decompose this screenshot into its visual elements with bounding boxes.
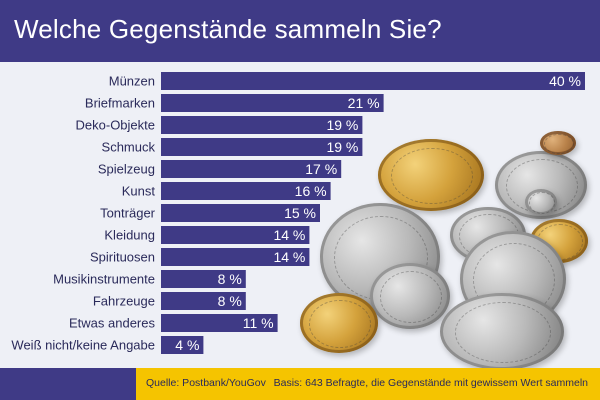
bar-schmuck bbox=[161, 138, 363, 156]
value-label-munzen: 40 % bbox=[549, 73, 581, 89]
category-label-spirituosen: Spirituosen bbox=[90, 250, 155, 265]
category-label-etwas-anderes: Etwas anderes bbox=[69, 316, 155, 331]
gold-coin bbox=[378, 139, 484, 211]
value-label-spielzeug: 17 % bbox=[305, 161, 337, 177]
bar-briefmarken bbox=[161, 94, 384, 112]
value-label-musikinstrumente: 8 % bbox=[218, 271, 242, 287]
bar-etwas-anderes bbox=[161, 314, 278, 332]
bar-wei-nicht-keine-angabe bbox=[161, 336, 204, 354]
category-label-kleidung: Kleidung bbox=[104, 228, 155, 243]
bar-chart: Münzen 40 % Briefmarken 21 % Deko-Objekte 19 … bbox=[11, 72, 585, 354]
category-label-schmuck: Schmuck bbox=[102, 140, 156, 155]
value-label-kunst: 16 % bbox=[295, 183, 327, 199]
bar-deko-objekte bbox=[161, 116, 363, 134]
bar-kunst bbox=[161, 182, 331, 200]
silver-coin bbox=[440, 293, 564, 370]
value-label-tontrager: 15 % bbox=[284, 205, 316, 221]
category-label-deko-objekte: Deko-Objekte bbox=[76, 118, 155, 133]
silver-coin bbox=[525, 189, 557, 215]
bar-munzen bbox=[161, 72, 585, 90]
category-label-briefmarken: Briefmarken bbox=[85, 96, 155, 111]
bar-spirituosen bbox=[161, 248, 310, 266]
value-label-deko-objekte: 19 % bbox=[326, 117, 358, 133]
category-label-musikinstrumente: Musikinstrumente bbox=[53, 272, 155, 287]
bar-musikinstrumente bbox=[161, 270, 246, 288]
chart-title: Welche Gegenstände sammeln Sie? bbox=[14, 14, 442, 44]
category-label-wei-nicht-keine-angabe: Weiß nicht/keine Angabe bbox=[11, 338, 155, 353]
bar-fahrzeuge bbox=[161, 292, 246, 310]
value-label-schmuck: 19 % bbox=[326, 139, 358, 155]
bar-spielzeug bbox=[161, 160, 342, 178]
source-note: Quelle: Postbank/YouGov bbox=[146, 377, 266, 389]
bar-kleidung bbox=[161, 226, 310, 244]
silver-coin bbox=[370, 263, 450, 329]
category-label-kunst: Kunst bbox=[122, 184, 156, 199]
coins-photo bbox=[290, 125, 600, 370]
value-label-briefmarken: 21 % bbox=[348, 95, 380, 111]
value-label-etwas-anderes: 11 % bbox=[243, 315, 274, 331]
copper-coin bbox=[540, 131, 576, 155]
footer-accent bbox=[0, 368, 136, 400]
value-label-fahrzeuge: 8 % bbox=[218, 293, 242, 309]
value-label-spirituosen: 14 % bbox=[273, 249, 305, 265]
category-label-munzen: Münzen bbox=[109, 74, 155, 89]
category-label-fahrzeuge: Fahrzeuge bbox=[93, 294, 155, 309]
category-label-tontrager: Tonträger bbox=[100, 206, 156, 221]
value-label-wei-nicht-keine-angabe: 4 % bbox=[175, 337, 199, 353]
bar-tontrager bbox=[161, 204, 320, 222]
category-label-spielzeug: Spielzeug bbox=[98, 162, 155, 177]
gold-coin bbox=[300, 293, 378, 353]
value-label-kleidung: 14 % bbox=[273, 227, 305, 243]
basis-note: Basis: 643 Befragte, die Gegenstände mit… bbox=[273, 377, 588, 389]
title-bar bbox=[0, 0, 600, 62]
